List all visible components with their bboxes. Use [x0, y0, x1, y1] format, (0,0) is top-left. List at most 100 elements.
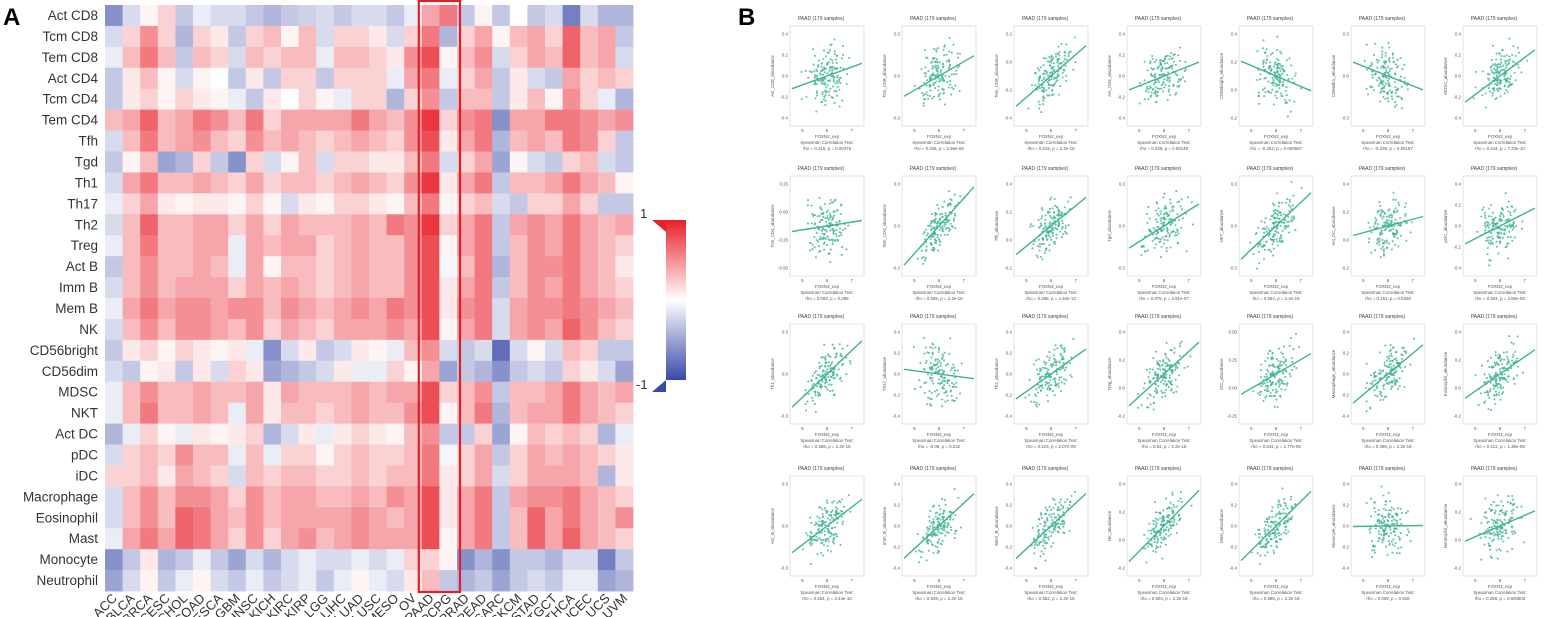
- heatmap-cell: [193, 318, 211, 341]
- heatmap-cell: [281, 444, 299, 466]
- scatter-point: [1047, 84, 1051, 87]
- scatter-point: [1069, 373, 1072, 377]
- scatter-point: [1056, 59, 1059, 62]
- scatter-point: [1276, 390, 1279, 393]
- scatter-point: [932, 522, 935, 525]
- scatter-point: [952, 363, 955, 366]
- heatmap-cell: [281, 465, 299, 487]
- scatter-point: [1267, 66, 1270, 69]
- scatter-point: [818, 520, 821, 523]
- y-tick-label: -0.4: [1004, 566, 1012, 571]
- scatter-point: [1392, 235, 1396, 238]
- scatter-point: [1285, 225, 1288, 229]
- scatter-point: [1057, 70, 1060, 73]
- scatter-point: [1153, 538, 1156, 541]
- y-tick-label: 0.2: [1231, 60, 1238, 65]
- row-label: Act CD4: [48, 71, 99, 86]
- scatter-point: [1365, 386, 1368, 390]
- regression-line: [1128, 203, 1200, 249]
- scatter-point: [935, 212, 938, 215]
- x-tick-label: 7: [850, 426, 853, 431]
- heatmap-cell: [228, 25, 247, 48]
- scatter-point: [1498, 79, 1501, 82]
- scatter-point: [824, 520, 827, 523]
- scatter-plot: PAAD (179 samples)0.40.20.0-0.2-0.4Th17_…: [882, 314, 977, 449]
- scatter-point: [1257, 250, 1260, 253]
- heatmap-cell: [351, 88, 370, 111]
- heatmap-cell: [175, 277, 194, 299]
- scatter-point: [1477, 404, 1480, 407]
- scatter-point: [1507, 76, 1510, 80]
- heatmap-cell: [527, 5, 546, 27]
- scatter-point: [821, 374, 824, 377]
- scatter-point: [1496, 74, 1499, 77]
- scatter-point: [1404, 212, 1407, 215]
- scatter-point: [935, 48, 938, 51]
- scatter-point: [1045, 89, 1048, 92]
- scatter-point: [1041, 375, 1044, 378]
- scatter-point: [835, 535, 838, 538]
- heatmap-cell: [457, 423, 475, 445]
- scatter-point: [955, 386, 958, 389]
- scatter-point: [1155, 545, 1158, 548]
- scatter-point: [1280, 221, 1284, 224]
- scatter-point: [938, 61, 941, 64]
- scatter-point: [1165, 388, 1168, 391]
- scatter-point: [1375, 58, 1378, 61]
- scatter-point: [1389, 368, 1392, 371]
- scatter-point: [1399, 216, 1402, 220]
- scatter-point: [1281, 84, 1284, 87]
- scatter-point: [1290, 216, 1293, 219]
- scatter-point: [1371, 74, 1374, 77]
- heatmap-cell: [263, 214, 282, 236]
- scatter-plot: PAAD (179 samples)0.30.0-0.3Th1_abundanc…: [770, 314, 865, 449]
- scatter-point: [1041, 84, 1044, 87]
- heatmap-cell: [615, 5, 634, 27]
- heatmap-cell: [316, 67, 335, 90]
- scatter-point: [1042, 64, 1045, 67]
- heatmap-cell: [457, 25, 475, 48]
- scatter-point: [1267, 228, 1270, 231]
- heatmap-cell: [140, 570, 159, 592]
- scatter-point: [828, 94, 831, 97]
- scatter-point: [1044, 506, 1047, 509]
- x-tick-label: 5: [1138, 578, 1141, 583]
- y-tick-label: 0.50: [1228, 330, 1237, 335]
- scatter-point: [931, 219, 934, 222]
- scatter-point: [832, 533, 835, 536]
- scatter-plot: PAAD (179 samples)0.30.0-0.3CD56dim_abun…: [1331, 16, 1426, 151]
- heatmap-cell: [545, 256, 563, 278]
- scatter-point: [1386, 65, 1390, 68]
- heatmap-cell: [210, 423, 229, 445]
- scatter-point: [1164, 543, 1168, 546]
- scatter-point: [1397, 201, 1400, 204]
- scatter-point: [1168, 376, 1171, 379]
- heatmap-cell: [175, 381, 194, 404]
- scatter-point: [1404, 365, 1407, 369]
- scatter-point: [814, 370, 817, 373]
- scatter-point: [1387, 365, 1390, 369]
- scatter-point: [938, 359, 941, 362]
- heatmap-cell: [597, 109, 616, 131]
- scatter-point: [1062, 358, 1065, 361]
- scatter-point: [841, 498, 844, 501]
- scatter-point: [1176, 385, 1179, 388]
- heatmap-cell: [333, 130, 352, 152]
- heatmap-cell: [333, 528, 352, 550]
- heatmap-cell: [333, 151, 352, 173]
- colorbar-gradient: [666, 220, 686, 380]
- scatter-point: [1378, 351, 1381, 354]
- scatter-point: [1046, 394, 1049, 397]
- scatter-point: [1174, 378, 1177, 381]
- scatter-point: [1505, 66, 1508, 69]
- heatmap-cell: [527, 444, 546, 466]
- scatter-point: [1047, 74, 1050, 77]
- scatter-point: [1038, 78, 1041, 81]
- scatter-point: [1276, 244, 1279, 247]
- scatter-point: [1147, 529, 1150, 532]
- scatter-point: [826, 209, 829, 212]
- scatter-point: [1147, 406, 1150, 409]
- heatmap-cell: [333, 339, 352, 362]
- scatter-point: [1042, 552, 1045, 555]
- test-name: Spearman Correlation Test:: [912, 438, 965, 443]
